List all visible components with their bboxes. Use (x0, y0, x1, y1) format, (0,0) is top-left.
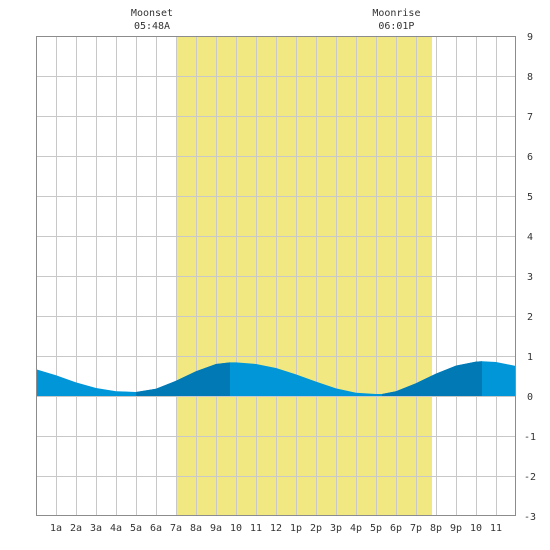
tide-area-segment (382, 361, 482, 396)
y-tick-label: 9 (527, 32, 533, 43)
x-tick-label: 9p (450, 523, 462, 534)
x-tick-label: 6p (390, 523, 402, 534)
x-tick-label: 6a (150, 523, 162, 534)
moon-event-time: 05:48A (134, 21, 170, 32)
x-tick-label: 2a (70, 523, 82, 534)
y-tick-label: 4 (527, 232, 533, 243)
x-tick-label: 5p (370, 523, 382, 534)
y-tick-label: 3 (527, 272, 533, 283)
x-tick-label: 8p (430, 523, 442, 534)
tide-area (36, 361, 516, 396)
plot-frame (36, 36, 516, 516)
x-tick-label: 12 (270, 523, 282, 534)
moon-event-time: 06:01P (378, 21, 414, 32)
x-tick-label: 11 (490, 523, 502, 534)
x-tick-label: 11 (250, 523, 262, 534)
x-tick-label: 10 (230, 523, 242, 534)
x-tick-label: 1p (290, 523, 302, 534)
plot-frame-layer (36, 36, 516, 516)
x-tick-label: 1a (50, 523, 62, 534)
grid-layer (36, 36, 516, 516)
y-tick-label: 7 (527, 112, 533, 123)
y-tick-label: -2 (524, 472, 536, 483)
y-tick-label: -3 (524, 512, 536, 523)
x-tick-label: 2p (310, 523, 322, 534)
y-tick-label: 0 (527, 392, 533, 403)
x-tick-label: 3a (90, 523, 102, 534)
moon-event-label: Moonrise (372, 8, 420, 19)
x-tick-label: 3p (330, 523, 342, 534)
x-tick-label: 10 (470, 523, 482, 534)
x-tick-label: 9a (210, 523, 222, 534)
y-tick-label: 1 (527, 352, 533, 363)
y-tick-label: 6 (527, 152, 533, 163)
y-tick-label: 5 (527, 192, 533, 203)
tide-area-segment (136, 362, 230, 396)
tide-area-layer (36, 361, 516, 396)
x-tick-label: 5a (130, 523, 142, 534)
y-tick-label: 2 (527, 312, 533, 323)
x-tick-label: 4p (350, 523, 362, 534)
y-tick-label: -1 (524, 432, 536, 443)
x-tick-label: 7a (170, 523, 182, 534)
x-tick-label: 8a (190, 523, 202, 534)
x-tick-label: 7p (410, 523, 422, 534)
moon-event-label: Moonset (131, 8, 173, 19)
y-tick-label: 8 (527, 72, 533, 83)
x-tick-label: 4a (110, 523, 122, 534)
